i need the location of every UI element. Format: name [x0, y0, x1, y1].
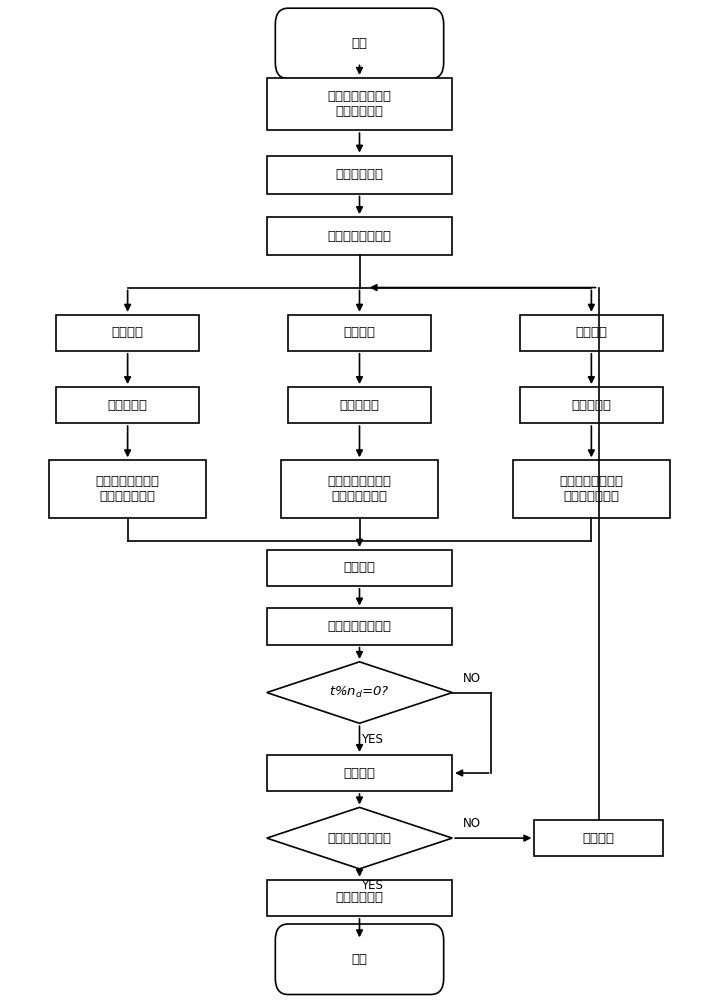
Text: 各种群计算亲和度: 各种群计算亲和度: [327, 620, 392, 633]
Text: 克隆选择、克隆扩
增、交叉、变异: 克隆选择、克隆扩 增、交叉、变异: [96, 475, 160, 503]
Bar: [267, 156, 452, 194]
Text: 平衡种群: 平衡种群: [344, 326, 375, 339]
Text: 选取控制变量、对
抗体基因编码: 选取控制变量、对 抗体基因编码: [327, 90, 392, 118]
Text: 结束: 结束: [352, 953, 367, 966]
Polygon shape: [267, 807, 452, 869]
Bar: [267, 608, 452, 645]
Bar: [520, 315, 663, 351]
Text: 计算亲和度: 计算亲和度: [108, 399, 147, 412]
Text: 开放种群: 开放种群: [111, 326, 144, 339]
Text: 读入初始数据: 读入初始数据: [336, 168, 383, 181]
Text: 交流操作: 交流操作: [344, 561, 375, 574]
Text: NO: NO: [463, 672, 481, 685]
Bar: [49, 460, 206, 518]
Bar: [520, 387, 663, 423]
FancyBboxPatch shape: [275, 924, 444, 995]
Text: 开始: 开始: [352, 37, 367, 50]
Text: 生成多个初始种群: 生成多个初始种群: [327, 230, 392, 243]
FancyBboxPatch shape: [275, 8, 444, 79]
Bar: [267, 755, 452, 791]
Text: 输出优化结果: 输出优化结果: [336, 891, 383, 904]
Text: NO: NO: [463, 817, 481, 830]
Polygon shape: [267, 662, 452, 723]
Text: YES: YES: [362, 879, 383, 892]
Bar: [281, 460, 438, 518]
Bar: [267, 217, 452, 255]
Text: 传递操作: 传递操作: [344, 767, 375, 780]
Bar: [513, 460, 670, 518]
Text: 计算亲和度: 计算亲和度: [339, 399, 380, 412]
Bar: [534, 820, 663, 856]
Bar: [288, 315, 431, 351]
Bar: [56, 387, 199, 423]
Text: 满足优化终止条件: 满足优化终止条件: [327, 832, 392, 845]
Bar: [267, 78, 452, 130]
Text: YES: YES: [362, 733, 383, 746]
Bar: [267, 550, 452, 586]
Text: 克隆选择、克隆扩
增、交叉、变异: 克隆选择、克隆扩 增、交叉、变异: [559, 475, 623, 503]
Text: 克隆选择、克隆扩
增、交叉、变异: 克隆选择、克隆扩 增、交叉、变异: [327, 475, 392, 503]
Bar: [56, 315, 199, 351]
Bar: [267, 880, 452, 916]
Text: 免疫补充: 免疫补充: [582, 832, 615, 845]
Text: 计算亲和度: 计算亲和度: [572, 399, 611, 412]
Bar: [288, 387, 431, 423]
Text: 保守种群: 保守种群: [575, 326, 608, 339]
Text: $t$%$n_d$=0?: $t$%$n_d$=0?: [329, 685, 390, 700]
